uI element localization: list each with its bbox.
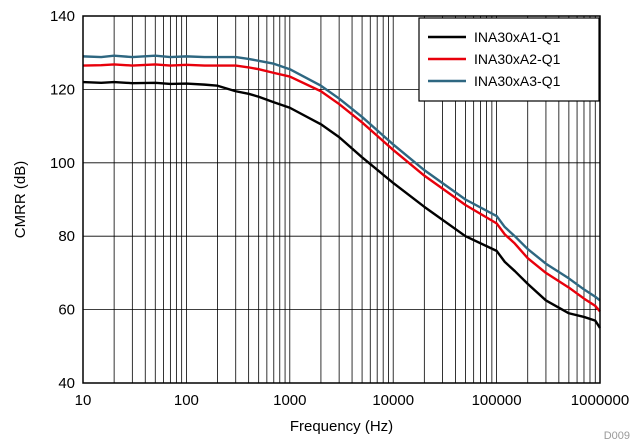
- x-tick-label: 100000: [472, 392, 522, 409]
- x-axis-title: Frequency (Hz): [290, 418, 393, 435]
- series-line-1: [82, 80, 602, 329]
- y-axis-title: CMRR (dB): [12, 161, 29, 239]
- legend-label-1: INA30xA1-Q1: [474, 29, 561, 45]
- y-tick-label: 40: [58, 375, 75, 392]
- x-tick-label: 10: [75, 392, 92, 409]
- x-tick-label: 100: [174, 392, 199, 409]
- legend-label-2: INA30xA2-Q1: [474, 51, 561, 67]
- x-tick-label: 10000: [372, 392, 414, 409]
- y-tick-label: 60: [58, 302, 75, 319]
- series-line-2: [82, 63, 601, 313]
- legend: INA30xA1-Q1 INA30xA2-Q1 INA30xA3-Q1: [418, 17, 600, 102]
- y-tick-label: 100: [50, 155, 75, 172]
- series-layer: [82, 54, 602, 329]
- plot-frame: [82, 15, 601, 384]
- y-tick-label: 120: [50, 81, 75, 98]
- legend-label-3: INA30xA3-Q1: [474, 73, 561, 89]
- x-tick-label: 1000000: [571, 392, 629, 409]
- figure-id-label: D009: [604, 430, 630, 442]
- y-tick-label: 80: [58, 228, 75, 245]
- y-tick-label: 140: [50, 8, 75, 25]
- x-tick-label: 1000: [273, 392, 306, 409]
- tick-labels: 10 100 1000 10000 100000 1000000 40 60 80 100 120 1…: [50, 8, 629, 409]
- series-line-3: [82, 54, 601, 302]
